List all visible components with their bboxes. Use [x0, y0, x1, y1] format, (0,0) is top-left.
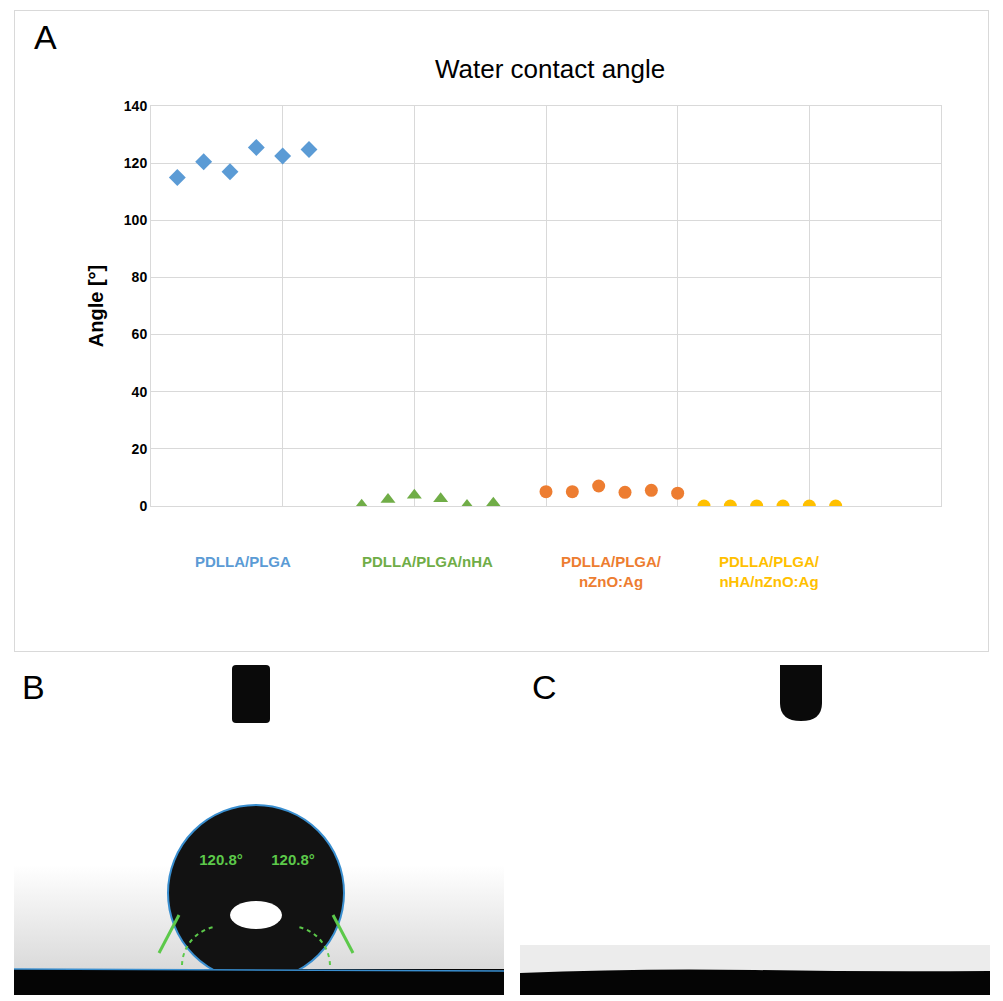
html-text:A: A: [34, 18, 57, 56]
svg-text:120.8°: 120.8°: [271, 851, 315, 868]
svg-text:Water contact angle: Water contact angle: [435, 54, 665, 84]
svg-text:80: 80: [132, 269, 148, 285]
svg-text:140: 140: [124, 98, 148, 114]
svg-text:PDLLA/PLGA/nHA/nZnO:Ag: PDLLA/PLGA/nHA/nZnO:Ag: [719, 553, 820, 590]
html-text:C: C: [532, 668, 557, 706]
html-text:B: B: [22, 668, 45, 706]
svg-text:60: 60: [132, 326, 148, 342]
svg-text:120.8°: 120.8°: [199, 851, 243, 868]
svg-text:0: 0: [139, 498, 147, 514]
svg-text:100: 100: [124, 212, 148, 228]
svg-text:Angle [°]: Angle [°]: [85, 265, 107, 347]
svg-text:120: 120: [124, 155, 148, 171]
svg-text:PDLLA/PLGA/nZnO:Ag: PDLLA/PLGA/nZnO:Ag: [561, 553, 662, 590]
svg-text:20: 20: [132, 441, 148, 457]
svg-text:40: 40: [132, 384, 148, 400]
svg-text:PDLLA/PLGA/nHA: PDLLA/PLGA/nHA: [362, 553, 493, 570]
svg-text:PDLLA/PLGA: PDLLA/PLGA: [195, 553, 291, 570]
